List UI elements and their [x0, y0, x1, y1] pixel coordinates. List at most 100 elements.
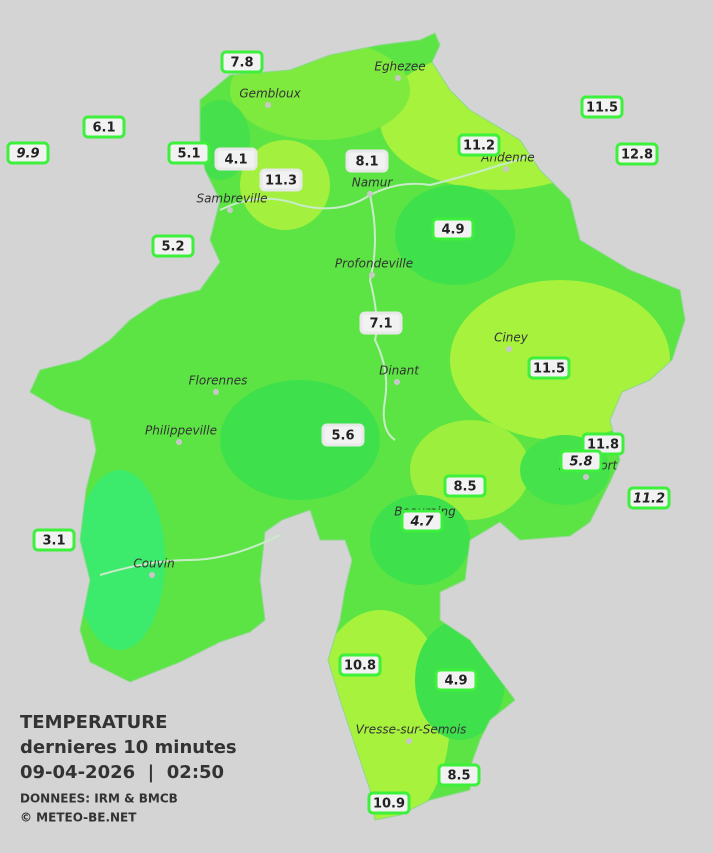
station: 8.5 — [437, 763, 481, 787]
town-label: Eghezee — [374, 60, 425, 74]
station: 11.5 — [580, 95, 624, 119]
station: 7.1 — [359, 311, 403, 335]
town-label: Gembloux — [239, 87, 301, 101]
station-value: 7.1 — [369, 317, 392, 332]
station-value: 11.5 — [586, 101, 618, 116]
town-label: Florennes — [189, 374, 248, 388]
town-label: Vresse-sur-Semois — [356, 723, 467, 737]
station: 10.9 — [367, 791, 411, 815]
station-box — [434, 668, 478, 692]
station-box — [32, 528, 76, 552]
river — [219, 154, 531, 211]
station-box — [220, 50, 264, 74]
town-dot — [213, 389, 219, 395]
station-value: 5.8 — [569, 455, 592, 470]
station-box — [581, 432, 625, 456]
legend-datetime: 09-04-2026 | 02:50 — [20, 762, 224, 783]
station: 4.9 — [434, 668, 478, 692]
station: 4.9 — [431, 217, 475, 241]
station-box — [431, 217, 475, 241]
station-value: 4.7 — [409, 515, 434, 530]
river — [99, 534, 281, 576]
stations: 7.8 6.1 9.9 5.1 4.1 11.3 8.1 11.2 11.5 12.8 5.2 4.9… — [6, 50, 671, 815]
station-box — [359, 311, 403, 335]
town-label: Sambreville — [196, 192, 267, 206]
station-box — [400, 509, 444, 533]
station: 11.8 — [581, 432, 625, 456]
station: 5.6 — [321, 423, 365, 447]
station: 12.8 — [615, 142, 659, 166]
town-dot — [265, 102, 271, 108]
station: 4.7 — [400, 509, 444, 533]
legend-credit: © METEO-BE.NET — [20, 811, 137, 825]
station-value: 11.2 — [463, 139, 495, 154]
station: 8.5 — [443, 474, 487, 498]
town-dot — [506, 346, 512, 352]
legend-source: DONNEES: IRM & BMCB — [20, 792, 178, 806]
station-value: 4.9 — [441, 223, 464, 238]
town-label: Ciney — [494, 331, 529, 345]
town-dot — [149, 572, 155, 578]
station-value: 4.9 — [444, 674, 467, 689]
station-value: 10.9 — [373, 797, 405, 812]
station: 7.8 — [220, 50, 264, 74]
station-box — [457, 133, 501, 157]
station-box — [321, 423, 365, 447]
station-value: 7.8 — [230, 56, 253, 71]
station: 6.1 — [82, 115, 126, 139]
station-value: 8.1 — [355, 155, 378, 170]
station-value: 4.1 — [224, 153, 247, 168]
station-value: 8.5 — [453, 480, 476, 495]
legend-title: TEMPERATURE — [20, 712, 167, 733]
station-box — [627, 486, 671, 510]
town-label: Dinant — [379, 364, 420, 378]
station: 4.1 — [214, 147, 258, 171]
station-box — [151, 234, 195, 258]
town-label: Namur — [352, 176, 394, 190]
town-dot — [503, 166, 509, 172]
station: 10.8 — [338, 653, 382, 677]
station-value: 9.9 — [16, 147, 39, 162]
station-box — [167, 141, 211, 165]
station-box — [559, 449, 603, 473]
station-box — [527, 356, 571, 380]
station-value: 3.1 — [42, 534, 65, 549]
town-dot — [369, 272, 375, 278]
station: 5.1 — [167, 141, 211, 165]
station-value: 12.8 — [621, 148, 653, 163]
town-dot — [395, 75, 401, 81]
legend-subtitle: dernieres 10 minutes — [20, 737, 237, 758]
station: 11.3 — [259, 168, 303, 192]
river — [368, 194, 396, 441]
station-value: 11.8 — [587, 438, 619, 453]
station-value: 11.5 — [533, 362, 565, 377]
town-dot — [176, 439, 182, 445]
town-dot — [227, 207, 233, 213]
station: 11.5 — [527, 356, 571, 380]
station: 3.1 — [32, 528, 76, 552]
station: 5.8 — [559, 449, 603, 473]
station-value: 5.1 — [177, 147, 200, 162]
station-value: 11.3 — [265, 174, 297, 189]
town-label: Profondeville — [335, 257, 413, 271]
station-box — [615, 142, 659, 166]
station-value: 10.8 — [344, 659, 376, 674]
town-label: Philippeville — [145, 424, 217, 438]
station: 11.2 — [627, 486, 671, 510]
station-box — [580, 95, 624, 119]
station-box — [437, 763, 481, 787]
station: 9.9 — [6, 141, 50, 165]
town-dot — [406, 738, 412, 744]
station-box — [443, 474, 487, 498]
station-box — [338, 653, 382, 677]
station-value: 6.1 — [92, 121, 115, 136]
station-value: 5.6 — [331, 429, 354, 444]
station-box — [367, 791, 411, 815]
station-box — [6, 141, 50, 165]
station-box — [82, 115, 126, 139]
station-value: 11.2 — [633, 492, 665, 507]
station: 8.1 — [345, 149, 389, 173]
station: 5.2 — [151, 234, 195, 258]
